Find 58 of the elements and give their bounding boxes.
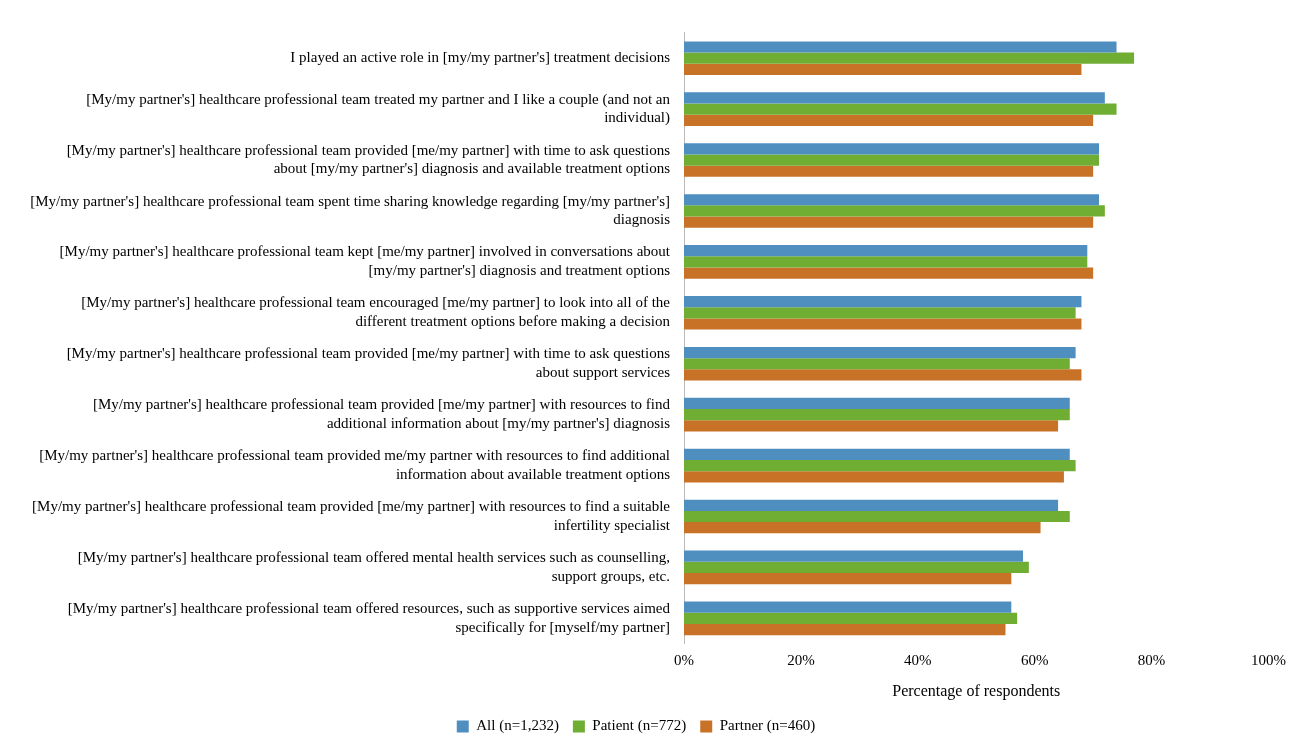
bar: [684, 245, 1088, 257]
bar: [684, 194, 1099, 206]
x-tick-label: 100%: [1251, 651, 1286, 668]
bar: [684, 612, 1018, 624]
x-tick-label: 20%: [787, 651, 815, 668]
bar: [684, 409, 1070, 421]
bar: [684, 205, 1105, 217]
bar: [684, 318, 1082, 330]
bar: [684, 165, 1094, 177]
y-tick-label: [My/my partner's] healthcare professional team provided me/my partner with resources to find additional information about available treatment options: [39, 447, 671, 482]
bar: [684, 103, 1117, 115]
bar: [684, 307, 1076, 319]
bar: [684, 143, 1099, 155]
bar: [684, 358, 1070, 370]
bar: [684, 256, 1088, 268]
bar: [684, 522, 1041, 534]
x-tick-label: 40%: [904, 651, 932, 668]
bar: [684, 601, 1012, 613]
bar: [684, 573, 1012, 585]
x-tick-label: 0%: [674, 651, 694, 668]
bar: [684, 510, 1070, 523]
bar: [684, 550, 1024, 562]
y-tick-label: [My/my partner's] healthcare professional team provided [me/my partner] with time to ask questions about [my/my partner's] diagnosis and available treatment options: [66, 141, 671, 177]
bar: [684, 296, 1082, 308]
bar: [684, 216, 1094, 228]
bar: [684, 267, 1094, 279]
y-tick-label: [My/my partner's] healthcare professional team provided [me/my partner] with time to ask questions about support services: [66, 345, 671, 381]
bar: [684, 459, 1076, 472]
y-tick-label: [My/my partner's] healthcare professional team provided [me/my partner] with resources to find additional information about [my/my partner's] diagnosis: [92, 396, 671, 431]
y-tick-label: [My/my partner's] healthcare professional team offered resources, such as supportive services aimed specifically for [myself/my partner]: [67, 599, 671, 635]
bar: [684, 52, 1135, 64]
legend-label: Partner (n=460): [719, 717, 816, 735]
legend-label: All (n=1,232): [476, 717, 559, 735]
bar: [684, 499, 1059, 511]
legend-label: Patient (n=772): [592, 717, 687, 735]
x-axis-title: Percentage of respondents: [892, 681, 1061, 700]
bar: [684, 114, 1094, 126]
y-tick-label: [My/my partner's] healthcare professional team kept [me/my partner] involved in conversations about [my/my partner's] diagnosis and treatment options: [59, 243, 671, 279]
y-tick-label: [My/my partner's] healthcare professional team provided [me/my partner] with resources to find a suitable infertility specialist: [32, 498, 671, 533]
bar: [684, 420, 1059, 432]
bar: [684, 448, 1070, 460]
y-tick-label: [My/my partner's] healthcare professional team spent time sharing knowledge regarding [my/my partner's] diagnosis: [30, 192, 671, 228]
bar: [684, 154, 1099, 166]
bar: [684, 346, 1076, 359]
y-tick-label: [My/my partner's] healthcare professional team encouraged [me/my partner] to look into all of the different treatment options before making a decision: [81, 294, 671, 330]
bar: [684, 369, 1082, 381]
bar: [684, 41, 1117, 53]
bar: [684, 561, 1029, 574]
bar: [684, 92, 1105, 104]
x-tick-label: 80%: [1137, 651, 1166, 668]
x-tick-label: 60%: [1020, 651, 1049, 668]
bar: [684, 623, 1006, 636]
y-tick-label: [My/my partner's] healthcare professional team offered mental health services such as counselling, support groups, etc.: [77, 548, 670, 584]
bar: [684, 471, 1064, 483]
bar: [684, 63, 1082, 76]
y-tick-label: I played an active role in [my/my partner's] treatment decisions: [290, 49, 671, 66]
bar: [684, 397, 1070, 410]
y-tick-label: [My/my partner's] healthcare professional team treated my partner and I like a couple (and not an individual): [86, 90, 671, 127]
